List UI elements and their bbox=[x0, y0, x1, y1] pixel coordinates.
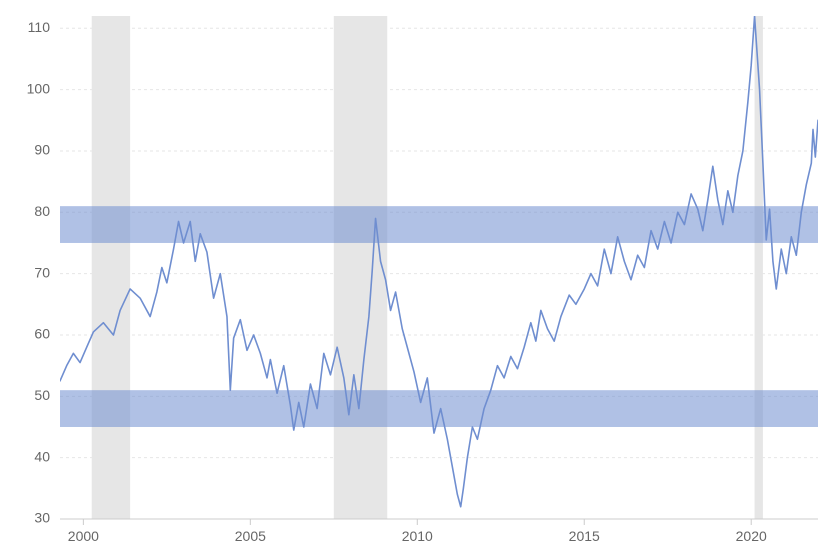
recession-band bbox=[334, 16, 387, 519]
y-tick-label: 90 bbox=[34, 142, 50, 158]
y-tick-label: 50 bbox=[34, 387, 50, 403]
y-tick-label: 30 bbox=[34, 510, 50, 526]
y-tick-label: 70 bbox=[34, 264, 50, 280]
x-tick-label: 2000 bbox=[68, 528, 99, 544]
x-tick-label: 2005 bbox=[235, 528, 266, 544]
chart-wrapper: 30 40 50 60 70 80 90 100 110 2000 2005 2010 2015 2020 bbox=[0, 0, 828, 549]
x-tick-label: 2020 bbox=[736, 528, 767, 544]
recession-band bbox=[755, 16, 763, 519]
y-tick-label: 40 bbox=[34, 448, 50, 464]
y-tick-label: 100 bbox=[27, 80, 51, 96]
x-tick-label: 2015 bbox=[569, 528, 600, 544]
recession-band bbox=[92, 16, 130, 519]
line-chart: 30 40 50 60 70 80 90 100 110 2000 2005 2010 2015 2020 bbox=[0, 0, 828, 549]
horizontal-band bbox=[60, 390, 818, 427]
y-tick-label: 80 bbox=[34, 203, 50, 219]
y-tick-label: 60 bbox=[34, 326, 50, 342]
x-tick-label: 2010 bbox=[402, 528, 433, 544]
y-tick-label: 110 bbox=[28, 19, 51, 35]
